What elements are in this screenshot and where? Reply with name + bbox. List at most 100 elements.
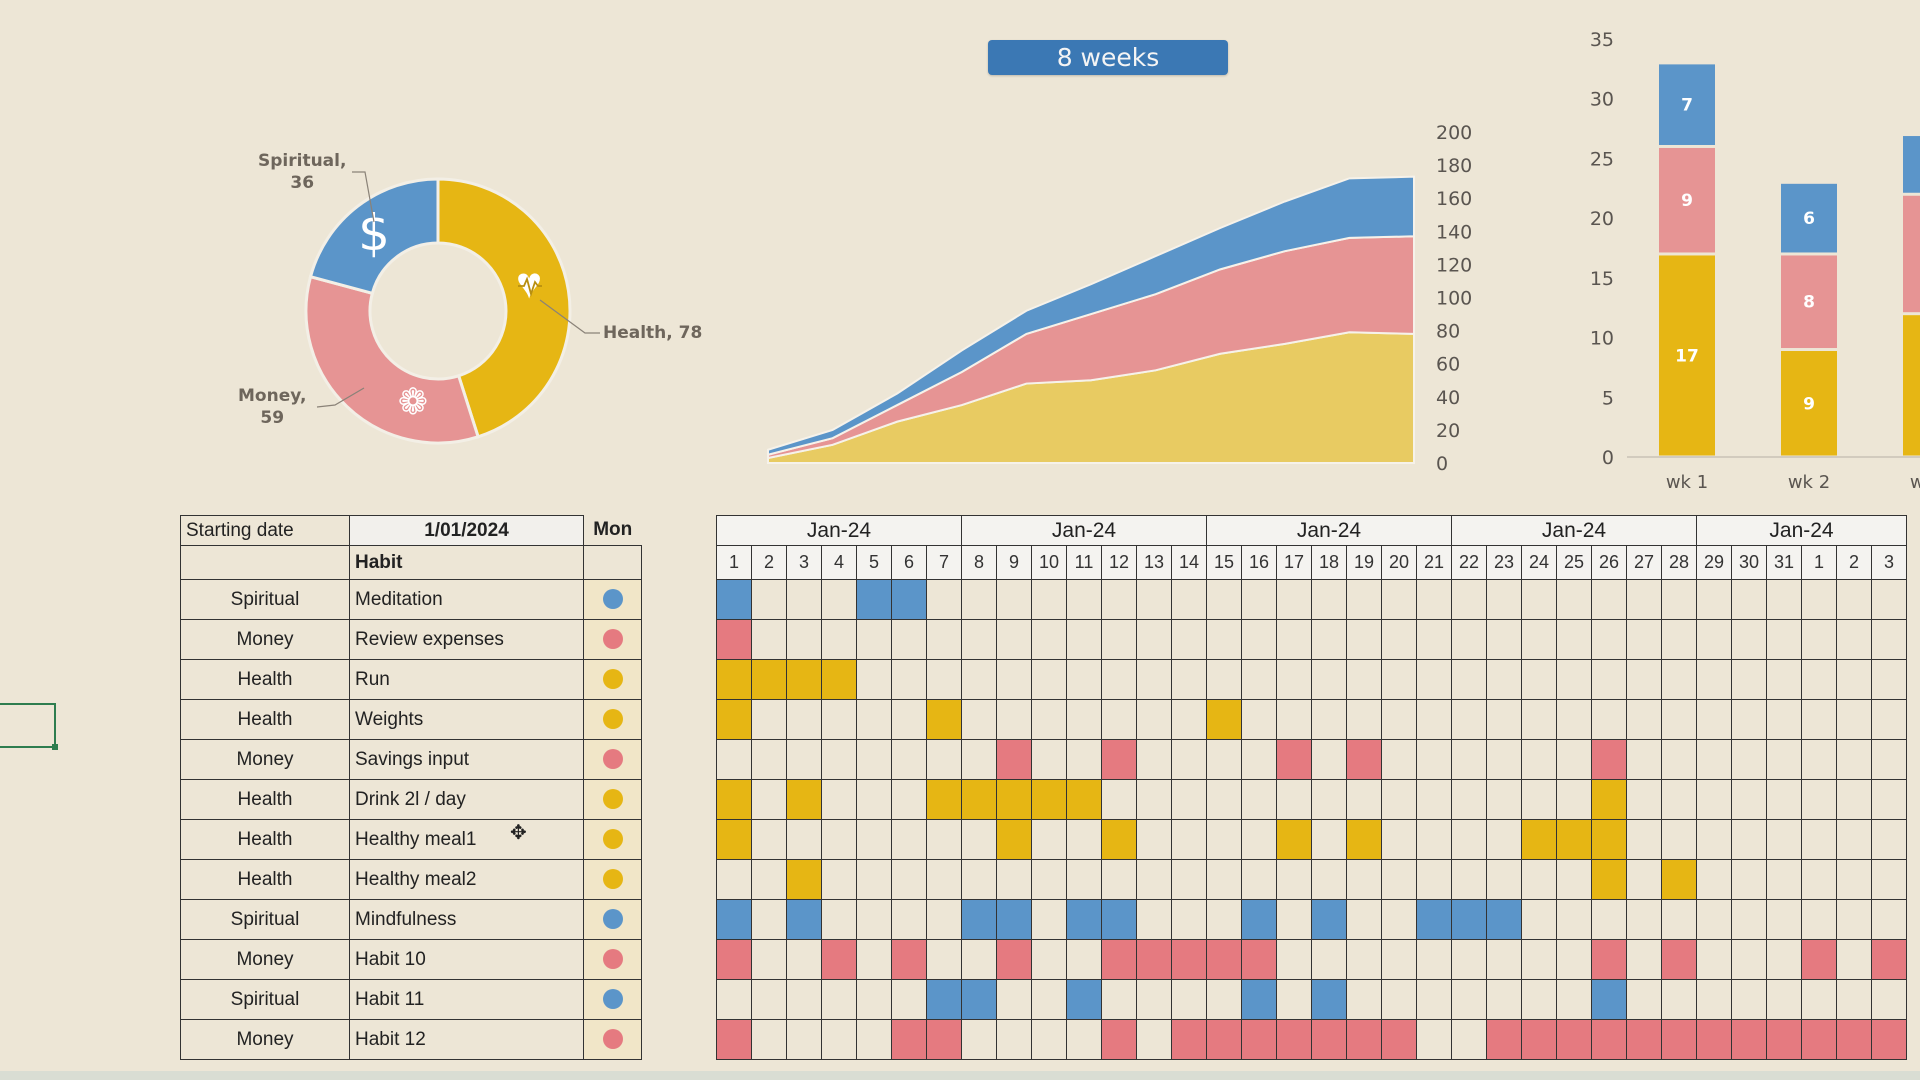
grid-cell[interactable] xyxy=(1101,859,1137,900)
grid-cell[interactable] xyxy=(1416,779,1452,820)
grid-cell[interactable] xyxy=(996,619,1032,660)
grid-cell[interactable] xyxy=(716,739,752,780)
grid-cell[interactable] xyxy=(1136,1019,1172,1060)
grid-cell-done[interactable] xyxy=(1276,1019,1312,1060)
grid-cell[interactable] xyxy=(891,859,927,900)
grid-cell[interactable] xyxy=(856,979,892,1020)
grid-cell[interactable] xyxy=(1241,819,1277,860)
grid-cell-done[interactable] xyxy=(1416,899,1452,940)
grid-cell[interactable] xyxy=(1521,619,1557,660)
grid-cell[interactable] xyxy=(1311,779,1347,820)
grid-cell[interactable] xyxy=(1731,659,1767,700)
grid-cell-done[interactable] xyxy=(1871,939,1907,980)
grid-cell[interactable] xyxy=(1836,819,1872,860)
grid-cell-done[interactable] xyxy=(1556,819,1592,860)
grid-cell[interactable] xyxy=(1311,699,1347,740)
grid-cell[interactable] xyxy=(1731,859,1767,900)
grid-cell[interactable] xyxy=(1451,699,1487,740)
grid-cell-done[interactable] xyxy=(751,659,787,700)
grid-cell[interactable] xyxy=(856,659,892,700)
grid-cell-done[interactable] xyxy=(1206,939,1242,980)
grid-cell[interactable] xyxy=(751,899,787,940)
grid-cell-done[interactable] xyxy=(1731,1019,1767,1060)
grid-cell-done[interactable] xyxy=(1206,1019,1242,1060)
grid-cell[interactable] xyxy=(1801,739,1837,780)
grid-cell[interactable] xyxy=(1766,659,1802,700)
habit-category[interactable]: Health xyxy=(180,659,350,700)
grid-cell[interactable] xyxy=(1136,859,1172,900)
grid-cell-done[interactable] xyxy=(1836,1019,1872,1060)
grid-cell[interactable] xyxy=(1731,619,1767,660)
grid-cell-done[interactable] xyxy=(1521,819,1557,860)
grid-cell[interactable] xyxy=(1871,699,1907,740)
grid-cell[interactable] xyxy=(1031,659,1067,700)
grid-cell[interactable] xyxy=(1031,739,1067,780)
grid-cell[interactable] xyxy=(1591,699,1627,740)
grid-cell[interactable] xyxy=(961,619,997,660)
grid-cell[interactable] xyxy=(1731,739,1767,780)
grid-cell[interactable] xyxy=(751,979,787,1020)
grid-cell[interactable] xyxy=(1381,699,1417,740)
grid-cell[interactable] xyxy=(1801,659,1837,700)
grid-cell[interactable] xyxy=(1626,699,1662,740)
grid-cell[interactable] xyxy=(1066,939,1102,980)
grid-cell[interactable] xyxy=(856,939,892,980)
grid-cell[interactable] xyxy=(1241,739,1277,780)
habit-category[interactable]: Money xyxy=(180,619,350,660)
grid-cell[interactable] xyxy=(1381,659,1417,700)
grid-cell[interactable] xyxy=(961,579,997,620)
habit-category[interactable]: Spiritual xyxy=(180,979,350,1020)
grid-cell[interactable] xyxy=(786,1019,822,1060)
grid-cell[interactable] xyxy=(1311,819,1347,860)
grid-cell[interactable] xyxy=(1451,939,1487,980)
grid-cell[interactable] xyxy=(1346,979,1382,1020)
grid-cell[interactable] xyxy=(1661,739,1697,780)
horizontal-scrollbar[interactable] xyxy=(0,1071,1920,1080)
grid-cell[interactable] xyxy=(1276,899,1312,940)
grid-cell-done[interactable] xyxy=(716,619,752,660)
grid-cell[interactable] xyxy=(1626,939,1662,980)
grid-cell[interactable] xyxy=(821,979,857,1020)
grid-cell[interactable] xyxy=(1416,1019,1452,1060)
grid-cell[interactable] xyxy=(1661,979,1697,1020)
grid-cell[interactable] xyxy=(1556,659,1592,700)
grid-cell[interactable] xyxy=(821,579,857,620)
habit-name[interactable]: Run xyxy=(349,659,584,700)
grid-cell[interactable] xyxy=(1276,659,1312,700)
grid-cell[interactable] xyxy=(1101,979,1137,1020)
grid-cell[interactable] xyxy=(1066,1019,1102,1060)
habit-category[interactable]: Spiritual xyxy=(180,579,350,620)
grid-cell-done[interactable] xyxy=(1346,1019,1382,1060)
grid-cell[interactable] xyxy=(716,859,752,900)
grid-cell-done[interactable] xyxy=(786,859,822,900)
grid-cell-done[interactable] xyxy=(1241,979,1277,1020)
grid-cell[interactable] xyxy=(1031,699,1067,740)
grid-cell[interactable] xyxy=(926,859,962,900)
grid-cell[interactable] xyxy=(1311,739,1347,780)
grid-cell[interactable] xyxy=(1206,979,1242,1020)
grid-cell[interactable] xyxy=(1241,659,1277,700)
grid-cell[interactable] xyxy=(1486,659,1522,700)
grid-cell-done[interactable] xyxy=(1591,859,1627,900)
grid-cell[interactable] xyxy=(786,819,822,860)
grid-cell[interactable] xyxy=(1346,899,1382,940)
grid-cell-done[interactable] xyxy=(1591,979,1627,1020)
grid-cell[interactable] xyxy=(1451,659,1487,700)
grid-cell-done[interactable] xyxy=(926,779,962,820)
grid-cell[interactable] xyxy=(1486,699,1522,740)
grid-cell[interactable] xyxy=(926,619,962,660)
grid-cell[interactable] xyxy=(1801,819,1837,860)
grid-cell[interactable] xyxy=(1521,699,1557,740)
grid-cell[interactable] xyxy=(1486,939,1522,980)
grid-cell[interactable] xyxy=(1206,899,1242,940)
grid-cell[interactable] xyxy=(1381,739,1417,780)
grid-cell[interactable] xyxy=(1031,979,1067,1020)
grid-cell[interactable] xyxy=(1276,939,1312,980)
grid-cell[interactable] xyxy=(1451,779,1487,820)
habit-name[interactable]: Habit 10 xyxy=(349,939,584,980)
grid-cell[interactable] xyxy=(1346,699,1382,740)
grid-cell-done[interactable] xyxy=(996,899,1032,940)
grid-cell[interactable] xyxy=(1416,619,1452,660)
habit-category[interactable]: Money xyxy=(180,939,350,980)
grid-cell[interactable] xyxy=(1171,899,1207,940)
